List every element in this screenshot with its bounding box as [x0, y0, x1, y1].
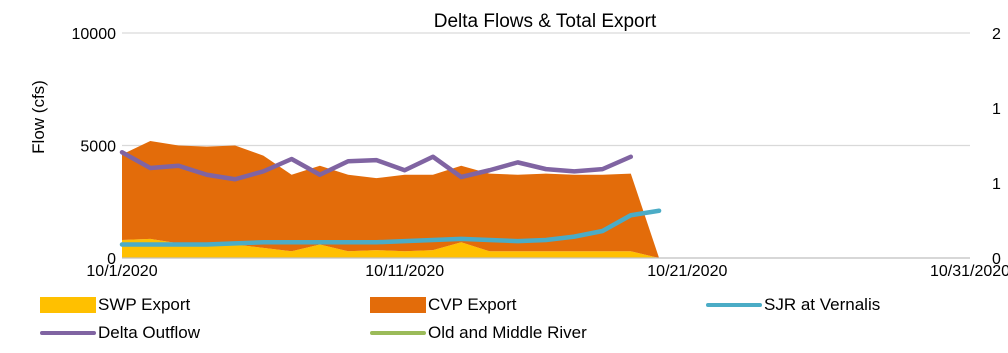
legend-swatch: [40, 297, 96, 313]
y-tick-label: 0: [107, 251, 116, 268]
chart-title: Delta Flows & Total Export: [434, 11, 657, 32]
y2-tick-label: 1: [992, 176, 1001, 193]
y2-tick-label: 2: [992, 26, 1001, 43]
y-tick-label: 10000: [72, 26, 117, 43]
legend-label: Old and Middle River: [428, 323, 587, 342]
legend-label: SWP Export: [98, 295, 191, 314]
x-tick-label: 10/1/2020: [86, 263, 157, 280]
legend-swatch: [370, 297, 426, 313]
line-series: [119, 150, 662, 247]
y2-tick-label: 0: [992, 251, 1001, 268]
area-series: [122, 141, 660, 258]
y-axis-label: Flow (cfs): [29, 80, 48, 154]
legend-swatch: [40, 331, 96, 335]
x-tick-label: 10/31/2020: [930, 263, 1008, 280]
legend-item: SWP Export: [40, 295, 190, 315]
legend-label: SJR at Vernalis: [764, 295, 881, 314]
legend-swatch: [370, 331, 426, 335]
x-tick-label: 10/21/2020: [647, 263, 727, 280]
legend-label: CVP Export: [428, 295, 517, 314]
line-delta-outflow: [119, 150, 634, 182]
legend-item: Delta Outflow: [40, 323, 200, 343]
y2-tick-label: 1: [992, 101, 1001, 118]
legend-item: SJR at Vernalis: [706, 295, 880, 315]
axes: 0 5000 10000 0 1 1 2 10/1/2020 10/11/2020 10/21/2…: [72, 26, 1008, 280]
area-cvp-export: [122, 141, 660, 258]
grid-lines: [122, 32, 970, 147]
line-sjr-at-vernalis: [119, 208, 662, 247]
area-swp-export: [122, 238, 660, 258]
legend-item: CVP Export: [370, 295, 517, 315]
legend-item: Old and Middle River: [370, 323, 587, 343]
legend-label: Delta Outflow: [98, 323, 201, 342]
y-tick-label: 5000: [80, 139, 116, 156]
legend-swatch: [706, 303, 762, 307]
x-tick-label: 10/11/2020: [365, 263, 444, 280]
